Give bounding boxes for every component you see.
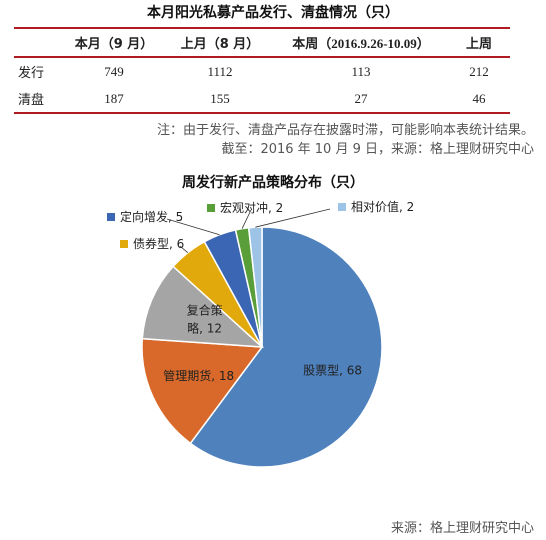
leader-line-bond bbox=[179, 245, 189, 254]
table-row-issued: 发行 749 1112 113 212 bbox=[14, 56, 510, 85]
data-label-stock: 股票型, 68 bbox=[303, 363, 362, 377]
table-cell: 749 bbox=[62, 56, 166, 85]
pie-slice-stock bbox=[189, 226, 383, 468]
row-label-liquidated: 清盘 bbox=[14, 85, 62, 114]
table-title: 本月阳光私募产品发行、清盘情况（只） bbox=[147, 5, 399, 21]
data-label-macro-hedge: 宏观对冲, 2 bbox=[220, 200, 283, 215]
table-cell: 27 bbox=[274, 85, 448, 114]
table-cell: 155 bbox=[166, 85, 274, 114]
leader-line-private-placement bbox=[166, 218, 220, 236]
data-label-managed-futures: 管理期货, 18 bbox=[163, 368, 234, 383]
header-corner bbox=[14, 27, 62, 58]
row-label-issued: 发行 bbox=[14, 56, 62, 85]
header-last-month: 上月（8 月） bbox=[166, 27, 274, 58]
legend-swatch-macro-hedge bbox=[207, 204, 215, 212]
table-cell: 187 bbox=[62, 85, 166, 114]
table-cell: 1112 bbox=[166, 56, 274, 85]
header-this-month: 本月（9 月） bbox=[62, 27, 166, 58]
pie-slice-managed-futures bbox=[141, 337, 264, 445]
disclosure-note: 注：由于发行、清盘产品存在披露时滞，可能影响本表统计结果。 bbox=[156, 123, 534, 138]
table-cell: 113 bbox=[274, 56, 448, 85]
table-row-liquidated: 清盘 187 155 27 46 bbox=[14, 85, 510, 114]
header-this-week: 本周（2016.9.26-10.09） bbox=[274, 27, 448, 58]
data-label-bond: 债券型, 6 bbox=[133, 236, 184, 251]
table-cell: 46 bbox=[448, 85, 510, 114]
legend-swatch-relative-value bbox=[338, 203, 346, 211]
header-last-week: 上周 bbox=[448, 27, 510, 58]
data-label-multi-strategy: 复合策略, 12 bbox=[187, 303, 223, 336]
date-source-note: 截至：2016 年 10 月 9 日，来源：格上理财研究中心 bbox=[221, 142, 534, 157]
table-header-row: 本月（9 月） 上月（8 月） 本周（2016.9.26-10.09） 上周 bbox=[14, 27, 510, 58]
data-label-private-placement: 定向增发, 5 bbox=[120, 209, 183, 224]
legend-swatch-private-placement bbox=[107, 213, 115, 221]
leader-line-relative-value bbox=[255, 208, 331, 228]
issuance-table: 本月（9 月） 上月（8 月） 本周（2016.9.26-10.09） 上周 发… bbox=[14, 27, 510, 114]
chart-title: 周发行新产品策略分布（只） bbox=[182, 175, 364, 191]
data-label-relative-value: 相对价值, 2 bbox=[351, 199, 414, 214]
pie-slice-multi-strategy bbox=[141, 265, 265, 348]
chart-source: 来源：格上理财研究中心 bbox=[390, 521, 534, 536]
table-cell: 212 bbox=[448, 56, 510, 85]
leader-line-macro-hedge bbox=[241, 209, 252, 229]
legend-swatch-bond bbox=[120, 240, 128, 248]
